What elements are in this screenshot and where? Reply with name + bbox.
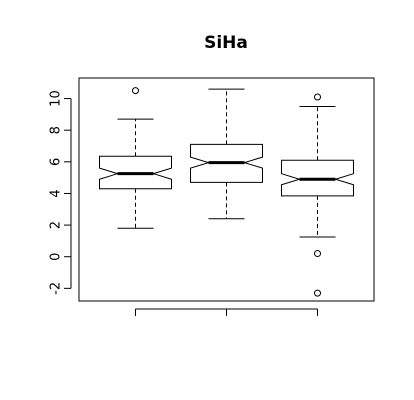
outlier-point	[314, 289, 321, 297]
y-tick-label: 4	[49, 189, 64, 197]
y-tick-label: 6	[49, 158, 64, 166]
box-group	[99, 87, 172, 229]
y-axis: -2 0 2 4 6 8 10	[49, 90, 72, 295]
plot-frame	[78, 77, 375, 302]
y-tick-label: -2	[49, 282, 64, 295]
box-group	[281, 93, 354, 297]
y-tick-label: 2	[49, 221, 64, 229]
chart-title: SiHa	[204, 33, 248, 53]
y-tick-label: 0	[49, 253, 64, 261]
x-axis	[135, 308, 318, 316]
box-group	[190, 88, 263, 220]
outlier-point	[314, 93, 321, 101]
y-tick-label: 10	[49, 90, 64, 107]
outlier-point	[314, 250, 321, 258]
outlier-point	[132, 87, 139, 95]
y-tick-label: 8	[49, 126, 64, 134]
boxes	[99, 87, 354, 297]
